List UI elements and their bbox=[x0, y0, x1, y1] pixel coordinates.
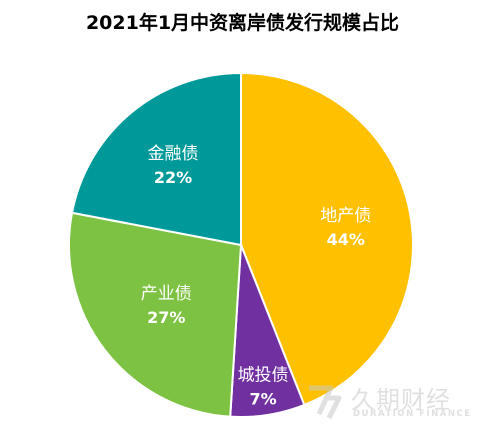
watermark: 久期财经 DURATION FINANCE bbox=[299, 378, 477, 424]
chart-title: 2021年1月中资离岸债发行规模占比 bbox=[85, 12, 400, 34]
slice-percent-label: 22% bbox=[154, 168, 192, 187]
pie-labels: 地产债 44% 城投债 7% 产业债 27% 金融债 22% bbox=[141, 144, 371, 408]
slice-name-label: 产业债 bbox=[141, 284, 192, 304]
slice-percent-label: 7% bbox=[249, 389, 276, 408]
pie-slice-3 bbox=[68, 211, 243, 418]
slice-name-label: 金融债 bbox=[148, 144, 199, 164]
slice-percent-label: 44% bbox=[327, 230, 365, 249]
watermark-brand-cn: 久期财经 bbox=[351, 386, 451, 414]
slice-name-label: 地产债 bbox=[320, 206, 371, 226]
watermark-brand-en: DURATION FINANCE bbox=[353, 409, 472, 419]
slice-name-label: 城投债 bbox=[238, 365, 289, 385]
pie-slice-4 bbox=[70, 71, 242, 247]
pie-slice-1 bbox=[240, 71, 415, 407]
pie-slices bbox=[68, 71, 415, 418]
slice-percent-label: 27% bbox=[147, 308, 185, 327]
duration-finance-logo-icon bbox=[309, 385, 342, 420]
